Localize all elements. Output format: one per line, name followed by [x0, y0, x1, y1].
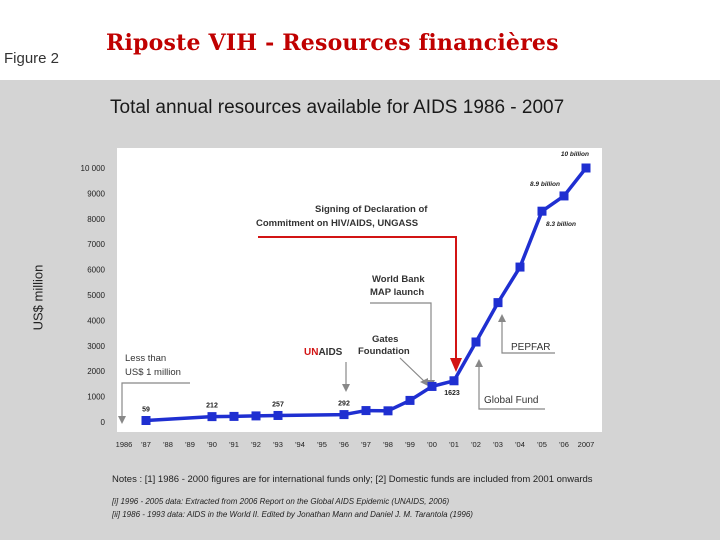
- data-point: [251, 411, 261, 421]
- data-point: [229, 411, 239, 421]
- x-tick-label: '05: [537, 440, 547, 449]
- annotation-gates: Foundation: [358, 346, 410, 357]
- x-tick-label: '94: [295, 440, 305, 449]
- data-point: [515, 262, 525, 272]
- reference-1: [i] 1996 - 2005 data: Extracted from 200…: [112, 497, 450, 506]
- data-point: [405, 395, 415, 405]
- data-label: 292: [338, 401, 350, 408]
- x-tick-label: '87: [141, 440, 151, 449]
- world-bank-arrow: [370, 302, 432, 382]
- x-tick-label: '97: [361, 440, 371, 449]
- annotation-gates: Gates: [372, 334, 398, 345]
- data-label: 257: [272, 401, 284, 408]
- data-point: [339, 410, 349, 420]
- gates-arrow: [399, 357, 426, 383]
- slide-title: Riposte VIH - Resources financières: [106, 30, 559, 56]
- x-tick-label: '95: [317, 440, 327, 449]
- annotation-world-bank: MAP launch: [370, 287, 424, 298]
- global-fund-arrowhead: [475, 359, 483, 367]
- data-point: [141, 416, 151, 426]
- x-tick-label: '04: [515, 440, 525, 449]
- x-tick-label: '92: [251, 440, 261, 449]
- ungass-arrow: [258, 236, 457, 360]
- ungass-arrowhead: [450, 358, 462, 372]
- x-tick-label: '01: [449, 440, 459, 449]
- data-point: [207, 412, 217, 422]
- data-point: [383, 406, 393, 416]
- x-tick-label: '00: [427, 440, 437, 449]
- y-tick-label: 1000: [87, 393, 105, 402]
- y-tick-label: 0: [101, 418, 106, 427]
- unaids-arrowhead: [342, 384, 350, 392]
- annotation-world-bank: World Bank: [372, 274, 425, 285]
- less-than-arrow: [121, 382, 190, 418]
- y-tick-label: 7000: [87, 240, 105, 249]
- annotation-global-fund: Global Fund: [484, 395, 538, 406]
- plot-area: [117, 148, 602, 432]
- annotation-less-than: Less than: [125, 353, 166, 364]
- data-point: [427, 381, 437, 391]
- x-tick-label: '03: [493, 440, 503, 449]
- x-tick-label: '89: [185, 440, 195, 449]
- x-tick-label: '93: [273, 440, 283, 449]
- annotation-ungass: Commitment on HIV/AIDS, UNGASS: [256, 218, 418, 229]
- x-tick-label: '90: [207, 440, 217, 449]
- annotation-unaids: UNAIDS: [304, 347, 343, 358]
- x-tick-label: '96: [339, 440, 349, 449]
- data-point: [537, 206, 547, 216]
- annotation-less-than: US$ 1 million: [125, 367, 181, 378]
- data-point: [449, 376, 459, 386]
- y-tick-label: 9000: [87, 189, 105, 198]
- pepfar-arrow: [501, 320, 555, 354]
- global-fund-arrow: [478, 365, 545, 410]
- annotation-pepfar: PEPFAR: [511, 342, 550, 353]
- x-tick-label: 1986: [116, 440, 133, 449]
- y-tick-label: 5000: [87, 291, 105, 300]
- chart-title: Total annual resources available for AID…: [110, 97, 565, 118]
- data-point: [273, 410, 283, 420]
- x-tick-label: '88: [163, 440, 173, 449]
- reference-2: [ii] 1986 - 1993 data: AIDS in the World…: [112, 510, 473, 519]
- y-tick-label: 4000: [87, 316, 105, 325]
- data-label: 8.3 billion: [546, 221, 576, 228]
- less-than-arrowhead: [118, 416, 126, 424]
- x-tick-label: '98: [383, 440, 393, 449]
- y-tick-label: 3000: [87, 342, 105, 351]
- data-label: 1623: [444, 390, 460, 397]
- chart-notes: Notes : [1] 1986 - 2000 figures are for …: [112, 474, 593, 485]
- figure-label: Figure 2: [4, 50, 60, 67]
- annotation-ungass: Signing of Declaration of: [315, 204, 428, 215]
- data-point: [361, 406, 371, 416]
- y-tick-label: 8000: [87, 215, 105, 224]
- x-tick-label: '99: [405, 440, 415, 449]
- data-label: 10 billion: [561, 151, 589, 158]
- y-tick-label: 2000: [87, 367, 105, 376]
- data-label: 212: [206, 403, 218, 410]
- y-tick-label: 10 000: [81, 164, 106, 173]
- x-tick-label: '02: [471, 440, 481, 449]
- x-tick-label: '91: [229, 440, 239, 449]
- data-label: 59: [142, 407, 150, 414]
- data-point: [471, 337, 481, 347]
- pepfar-arrowhead: [498, 314, 506, 322]
- data-label: 8.9 billion: [530, 181, 560, 188]
- x-tick-label: '06: [559, 440, 569, 449]
- gates-arrowhead: [420, 378, 428, 386]
- y-tick-label: 6000: [87, 266, 105, 275]
- data-point: [581, 163, 591, 173]
- data-point: [559, 191, 569, 201]
- data-point: [493, 298, 503, 308]
- x-tick-label: 2007: [578, 440, 595, 449]
